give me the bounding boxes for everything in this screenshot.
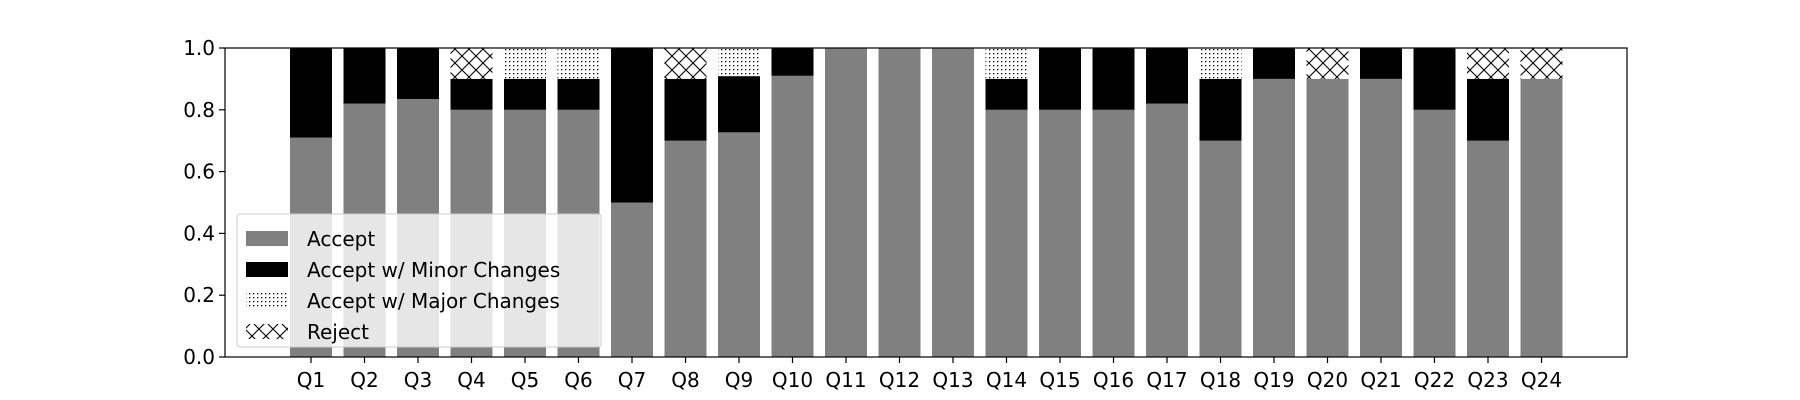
legend-swatch-reject — [246, 324, 288, 339]
x-tick-label: Q19 — [1253, 368, 1294, 392]
bar-q20-reject — [1306, 48, 1349, 79]
y-tick-label: 0.4 — [183, 221, 215, 245]
legend-box — [236, 213, 602, 348]
x-tick-label: Q11 — [825, 368, 866, 392]
x-tick-label: Q17 — [1146, 368, 1187, 392]
x-tick-label: Q21 — [1360, 368, 1401, 392]
legend-label: Accept — [307, 227, 375, 251]
y-tick-label: 0.2 — [183, 283, 215, 307]
legend-swatch-accept-w-major-changes — [246, 293, 288, 308]
x-tick-label: Q23 — [1467, 368, 1508, 392]
bar-q14-accept-w-major-changes — [985, 48, 1028, 79]
legend-swatch-accept — [246, 231, 288, 246]
bar-q7-accept — [611, 202, 653, 357]
bar-q23-reject — [1467, 48, 1509, 79]
bar-q16-accept-w-minor-changes — [1092, 48, 1135, 110]
legend-label: Accept w/ Major Changes — [307, 289, 560, 313]
bar-q8-accept-w-minor-changes — [664, 78, 707, 141]
bar-q9-accept-w-minor-changes — [718, 76, 760, 133]
legend-label: Accept w/ Minor Changes — [307, 258, 560, 282]
bar-q24-accept — [1520, 78, 1563, 358]
x-tick-label: Q8 — [671, 368, 699, 392]
legend: Accept Accept w/ Minor Changes Accept w/ M… — [236, 213, 602, 348]
bar-q20-accept — [1306, 78, 1349, 358]
bar-q23-accept — [1467, 140, 1509, 357]
axes-layer: 0.0 0.2 0.4 0.6 0.8 1.0 Q1 Q2 Q3 Q4 Q5 Q6 Q7 Q8 Q9 Q10 Q… — [183, 36, 1628, 392]
y-tick-label: 0.6 — [183, 160, 215, 184]
x-tick-label: Q2 — [350, 368, 378, 392]
bar-q4-accept-w-minor-changes — [450, 78, 493, 110]
bar-q21-accept-w-minor-changes — [1360, 48, 1402, 79]
bar-q5-accept-w-minor-changes — [504, 78, 546, 110]
x-tick-label: Q15 — [1039, 368, 1080, 392]
x-tick-label: Q6 — [564, 368, 592, 392]
x-tick-label: Q14 — [986, 368, 1027, 392]
legend-swatch-accept-w-minor-changes — [246, 262, 288, 277]
bar-q14-accept — [985, 109, 1028, 357]
x-tick-label: Q13 — [932, 368, 973, 392]
x-tick-label: Q18 — [1200, 368, 1241, 392]
x-tick-label: Q10 — [772, 368, 813, 392]
bar-q22-accept-w-minor-changes — [1413, 48, 1456, 110]
y-tick-label: 0.0 — [183, 345, 215, 369]
bar-q18-accept-w-minor-changes — [1199, 78, 1242, 141]
bar-q4-reject — [450, 48, 493, 79]
bar-q15-accept-w-minor-changes — [1039, 48, 1081, 110]
bar-q9-accept-w-major-changes — [718, 48, 760, 77]
bar-q19-accept — [1253, 78, 1295, 358]
bar-q21-accept — [1360, 78, 1402, 358]
x-tick-label: Q4 — [457, 368, 485, 392]
bar-q22-accept — [1413, 109, 1456, 357]
bar-q2-accept-w-minor-changes — [343, 48, 386, 104]
bar-q8-accept — [664, 140, 707, 357]
x-tick-label: Q9 — [725, 368, 753, 392]
y-tick-label: 1.0 — [183, 36, 215, 60]
bar-q6-accept-w-major-changes — [557, 48, 600, 79]
x-tick-label: Q22 — [1414, 368, 1455, 392]
bar-q23-accept-w-minor-changes — [1467, 78, 1509, 141]
bar-q10-accept — [771, 75, 814, 357]
y-tick-label: 0.8 — [183, 98, 215, 122]
bar-q15-accept — [1039, 109, 1081, 357]
x-tick-label: Q20 — [1307, 368, 1348, 392]
bar-q12-accept — [878, 48, 921, 357]
bar-q19-accept-w-minor-changes — [1253, 48, 1295, 79]
x-tick-label: Q3 — [404, 368, 432, 392]
legend-label: Reject — [307, 320, 369, 344]
x-tick-label: Q5 — [511, 368, 539, 392]
bar-q3-accept-w-minor-changes — [397, 48, 439, 99]
x-tick-label: Q1 — [297, 368, 325, 392]
bar-q14-accept-w-minor-changes — [985, 78, 1028, 110]
bar-q6-accept-w-minor-changes — [557, 78, 600, 110]
bar-q5-accept-w-major-changes — [504, 48, 546, 79]
bar-q18-accept — [1199, 140, 1242, 357]
plot-frame — [224, 47, 1628, 358]
bar-q8-reject — [664, 48, 707, 79]
bar-q17-accept — [1146, 103, 1188, 358]
x-tick-label: Q16 — [1093, 368, 1134, 392]
x-tick-label: Q7 — [618, 368, 646, 392]
bar-q11-accept — [825, 48, 867, 357]
bar-q7-accept-w-minor-changes — [611, 48, 653, 203]
bar-q18-accept-w-major-changes — [1199, 48, 1242, 79]
bar-q9-accept — [718, 132, 760, 357]
x-tick-label: Q24 — [1521, 368, 1562, 392]
bar-q13-accept — [932, 48, 974, 357]
bar-q17-accept-w-minor-changes — [1146, 48, 1188, 104]
bar-q10-accept-w-minor-changes — [771, 48, 814, 76]
bar-q16-accept — [1092, 109, 1135, 357]
x-tick-label: Q12 — [879, 368, 920, 392]
bar-q1-accept-w-minor-changes — [290, 48, 332, 138]
bar-q24-reject — [1520, 48, 1563, 79]
